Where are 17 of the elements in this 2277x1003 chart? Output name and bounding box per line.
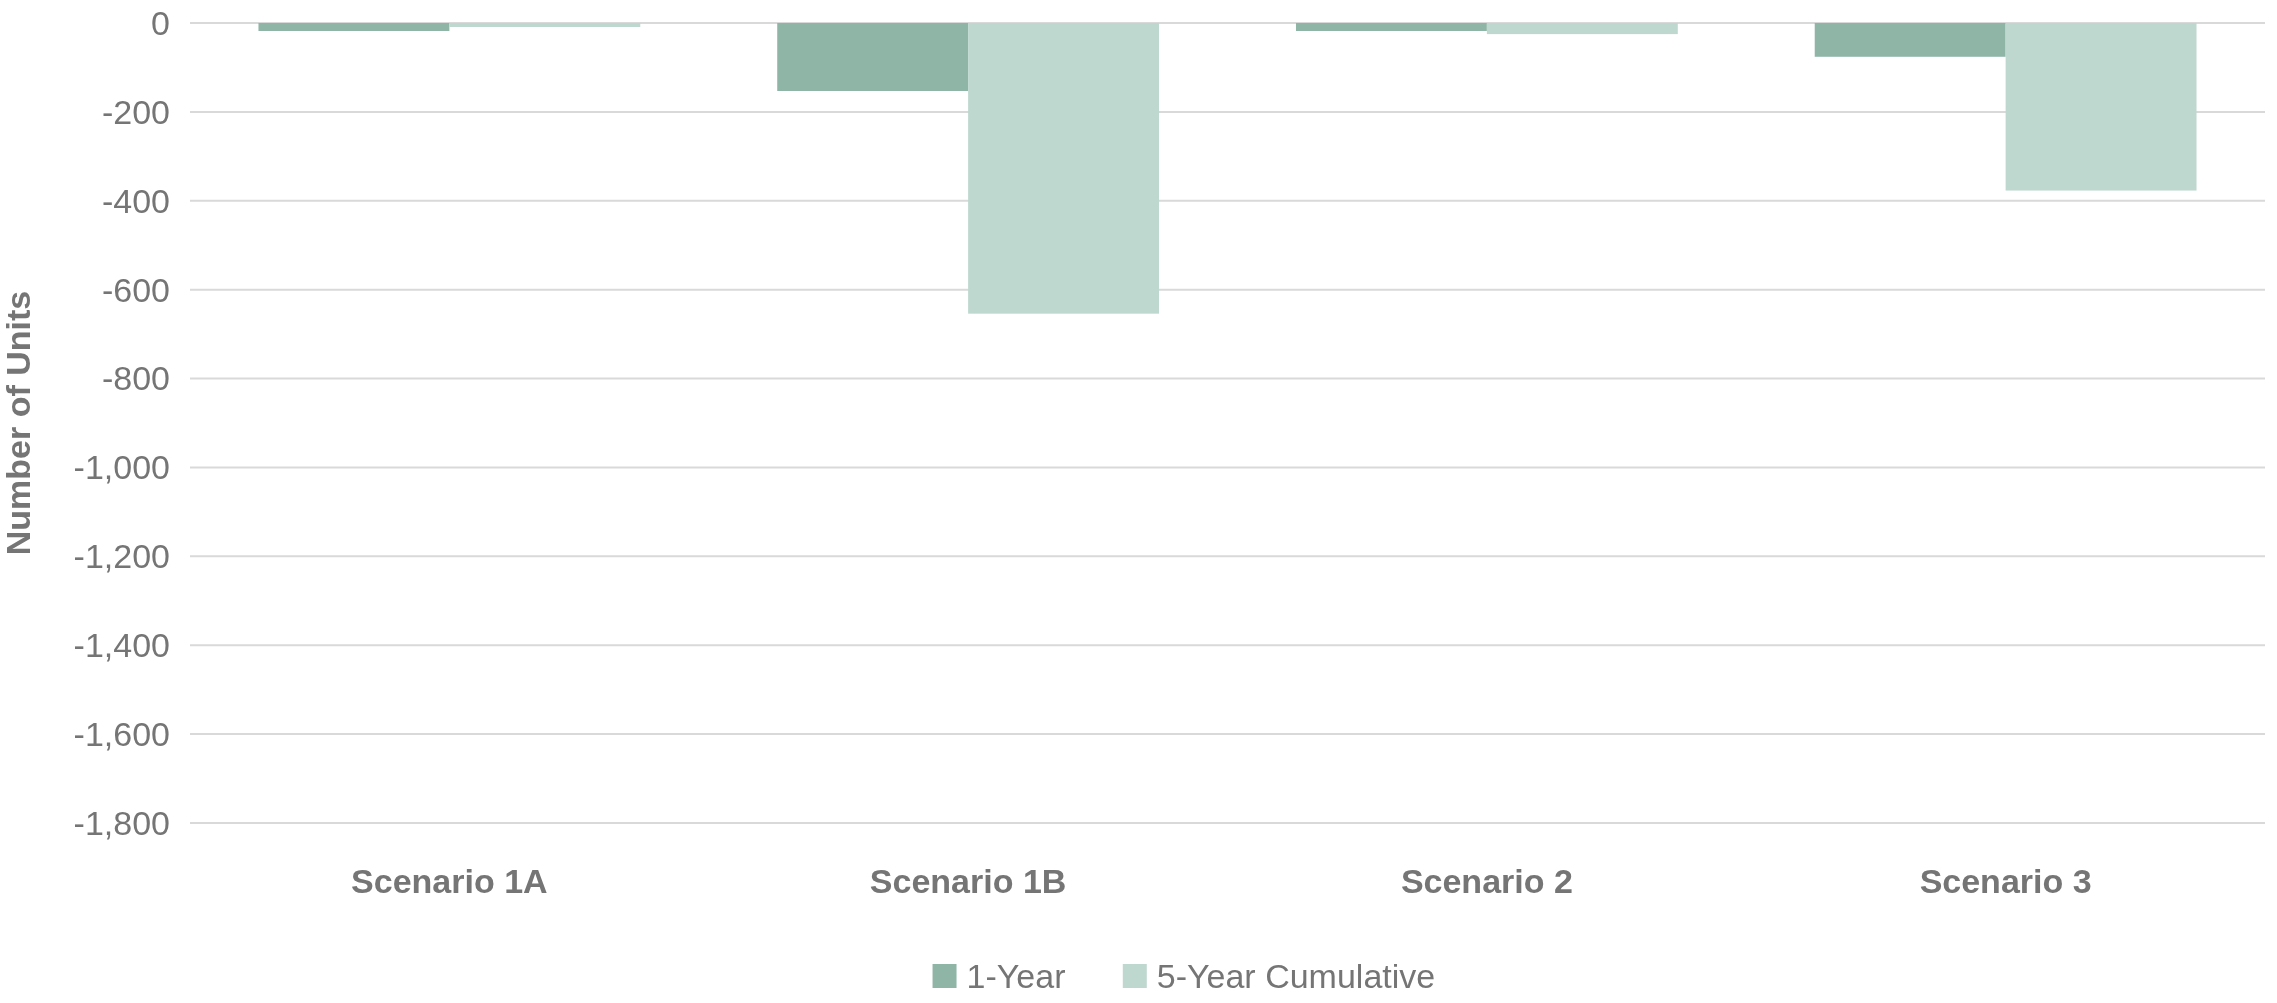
y-tick-label: -1,400 [73,626,170,665]
y-axis-title: Number of Units [0,290,37,556]
y-tick-label: -200 [101,92,170,131]
x-tick-label: Scenario 3 [1919,862,2092,900]
y-tick-label: 0 [151,3,170,42]
x-tick-label: Scenario 1A [351,862,548,900]
y-tick-label: -1,600 [73,715,170,754]
y-tick-label: -1,200 [73,537,170,576]
y-tick-label: -1,800 [73,803,170,842]
y-tick-label: -800 [101,359,170,398]
legend-label: 5-Year Cumulative [1156,956,1436,995]
y-tick-label: -1,000 [73,448,170,487]
y-tick-label: -400 [101,181,170,220]
y-tick-label: -600 [101,270,170,309]
x-tick-label: Scenario 1B [869,862,1067,900]
legend-label: 1-Year [966,956,1066,995]
x-tick-label: Scenario 2 [1400,862,1573,900]
